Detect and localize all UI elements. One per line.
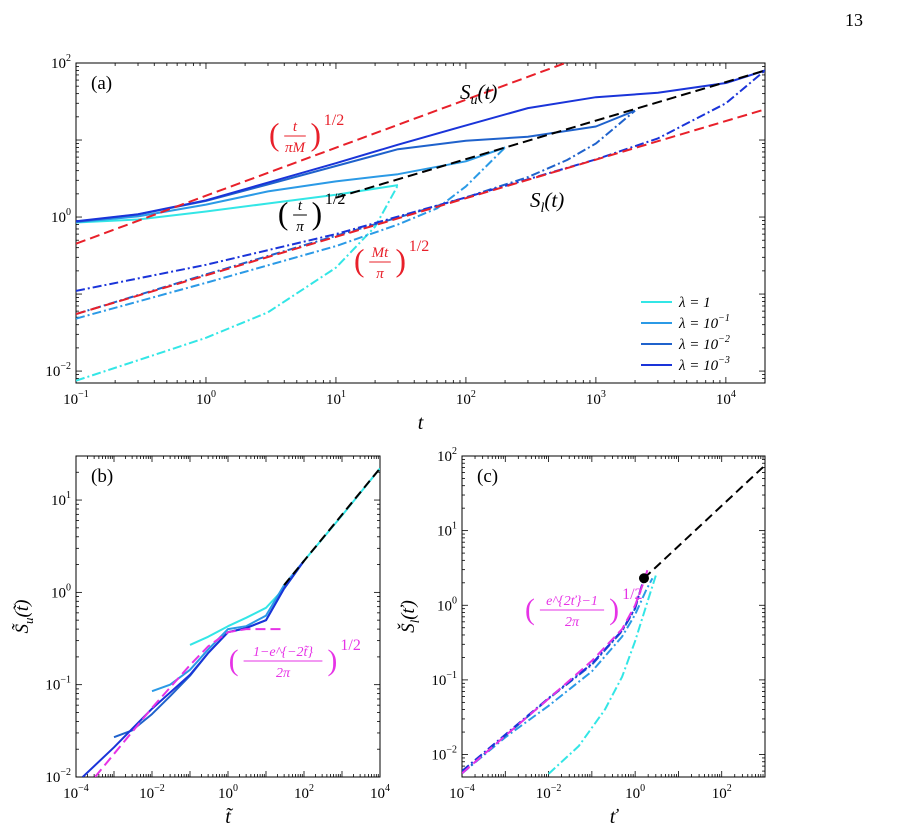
x-tick-label: 102 — [294, 783, 314, 802]
series-line — [283, 467, 380, 586]
x-tick-label: 102 — [456, 389, 476, 408]
series-line — [462, 577, 654, 775]
y-tick-label: 10−2 — [45, 361, 71, 380]
panel-a: 10−1 100 101 102 103 104 10−2 100 102 (a) t Su(t) Sl… — [45, 53, 766, 434]
panel-b: 10−4 10−2 100 102 10410−210−1100101(b)t̃S̃u(… — [12, 455, 390, 828]
frac-den: 2π — [565, 615, 580, 630]
y-tick-label: 101 — [437, 521, 457, 540]
series-line — [76, 63, 569, 245]
legend: λ = 1 λ = 10−1 λ = 10−2 λ = 10−3 — [641, 295, 730, 374]
x-tick-label: 104 — [370, 783, 390, 802]
label-Sl: Sl(t) — [530, 188, 564, 216]
x-tick-label: 103 — [586, 389, 606, 408]
exponent: 1/2 — [409, 238, 429, 255]
series-line — [76, 69, 765, 223]
series-line — [189, 467, 380, 646]
y-axis-label: S̃u(t̃) — [12, 600, 36, 634]
y-tick-label: 10−1 — [45, 675, 71, 694]
paren-left: ( — [229, 645, 239, 677]
frac-num: 1−e^{−2t̃} — [253, 645, 314, 660]
paren-left: ( — [354, 243, 365, 278]
x-tick-label: 101 — [326, 389, 346, 408]
x-axis-label: t̃ — [225, 806, 233, 828]
page-number: 13 — [845, 10, 863, 30]
x-tick-label: 10−2 — [139, 783, 165, 802]
legend-label: λ = 1 — [678, 295, 711, 311]
x-axis-label: ť — [610, 806, 619, 828]
exponent: 1/2 — [325, 191, 345, 208]
series-line — [93, 628, 285, 777]
y-tick-label: 102 — [437, 446, 457, 465]
panel-label: (b) — [91, 466, 113, 487]
series-line — [462, 578, 645, 772]
frac-num: e^{2ť}−1 — [546, 594, 598, 609]
exponent: 1/2 — [324, 112, 344, 129]
x-tick-label: 100 — [196, 389, 216, 408]
y-tick-label: 102 — [51, 53, 71, 72]
paren-right: ) — [609, 594, 619, 626]
series-line — [643, 464, 765, 580]
frac-num: t — [293, 119, 298, 135]
panel-label: (a) — [91, 73, 112, 94]
paren-left: ( — [269, 117, 280, 152]
plot-area — [76, 63, 765, 382]
series-line — [76, 146, 506, 320]
y-tick-label: 10−1 — [431, 670, 457, 689]
paren-left: ( — [525, 594, 535, 626]
frac-num: Mt — [371, 245, 389, 261]
axes-frame — [75, 455, 381, 778]
match-point — [638, 573, 649, 584]
panel-c: 10−4 10−2 100 102 10−2 10−1 100 101 102 (c) ť Šl(ť)… — [397, 446, 766, 828]
x-axis-label: t — [418, 412, 424, 434]
plot-area — [82, 467, 380, 777]
paren-right: ) — [328, 645, 338, 677]
x-tick-label: 10−2 — [536, 783, 562, 802]
paren-left: ( — [278, 196, 289, 231]
paren-right: ) — [311, 117, 322, 152]
anno-diffusive: ( tπ) 1/2 — [278, 191, 346, 235]
exponent: 1/2 — [340, 637, 360, 654]
series-line — [76, 146, 506, 224]
x-tick-label: 100 — [625, 783, 645, 802]
axes-frame — [75, 62, 766, 384]
x-tick-label: 104 — [716, 389, 736, 408]
anno-b-formula: (1−e^{−2t̃} 2π) 1/2 — [229, 637, 361, 681]
series-line — [76, 69, 765, 292]
y-tick-label: 101 — [51, 490, 71, 509]
x-tick-label: 102 — [712, 783, 732, 802]
paren-right: ) — [396, 243, 407, 278]
x-tick-label: 100 — [218, 783, 238, 802]
y-tick-label: 10−2 — [45, 767, 71, 786]
y-tick-label: 100 — [437, 595, 457, 614]
series-line — [547, 575, 657, 775]
x-tick-label: 10−1 — [63, 389, 89, 408]
frac-den: π — [296, 219, 304, 235]
label-Su: Su(t) — [460, 80, 497, 108]
frac-den: πM — [285, 140, 307, 156]
legend-label: λ = 10−2 — [678, 334, 730, 353]
y-tick-label: 10−2 — [431, 745, 457, 764]
panel-label: (c) — [477, 466, 498, 487]
x-tick-label: 10−4 — [63, 783, 89, 802]
frac-num: t — [298, 198, 303, 214]
anno-lower-asymptote: ( Mt π) 1/2 — [354, 238, 429, 282]
anno-upper-asymptote: ( t πM) 1/2 — [269, 112, 344, 156]
series-line — [462, 567, 650, 775]
frac-den: π — [376, 266, 384, 282]
y-axis-label: Šl(ť) — [397, 600, 422, 633]
y-tick-label: 100 — [51, 207, 71, 226]
frac-den: 2π — [276, 666, 291, 681]
x-tick-label: 10−4 — [449, 783, 475, 802]
series-line — [82, 560, 305, 777]
series-line — [76, 184, 399, 224]
legend-label: λ = 10−3 — [678, 355, 730, 374]
exponent: 1/2 — [622, 586, 642, 603]
plot-area — [462, 464, 765, 775]
legend-label: λ = 10−1 — [678, 313, 730, 332]
y-tick-label: 100 — [51, 582, 71, 601]
paren-right: ) — [312, 196, 323, 231]
series-line — [76, 184, 399, 382]
anno-c-formula: ( e^{2ť}−1 2π) 1/2 — [525, 586, 643, 630]
